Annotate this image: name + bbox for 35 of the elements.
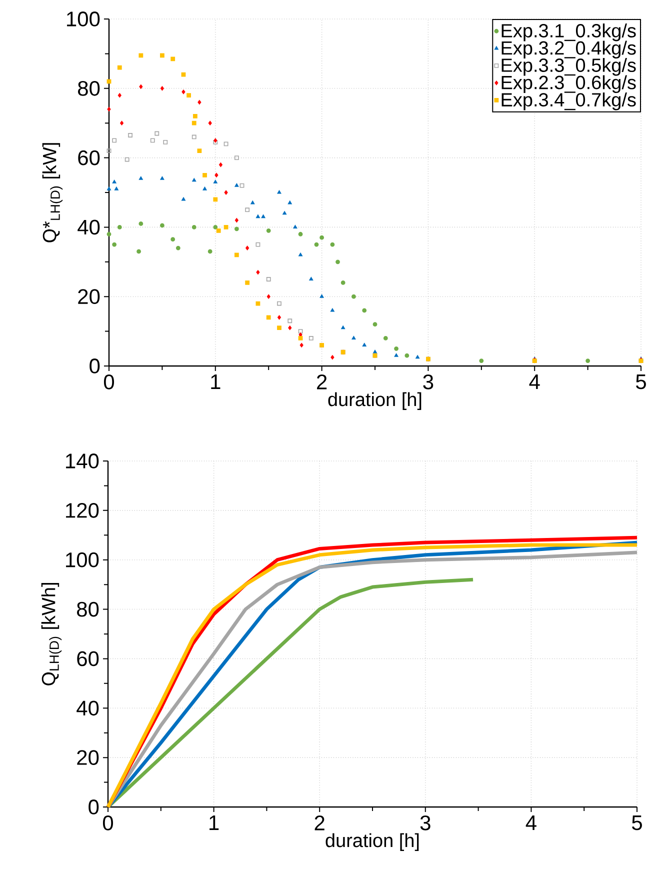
x-tick-label: 2	[317, 374, 327, 390]
y-tick-label: 100	[66, 552, 99, 568]
x-tick-label: 2	[314, 816, 324, 830]
y-tick-label: 100	[67, 12, 100, 26]
y-tick-label: 0	[88, 800, 99, 814]
y-axis-title: Q$_{LH(D)}$ [kWh]	[41, 583, 62, 686]
legend-label: Exp.2.3_0.6kg/s	[502, 75, 636, 93]
y-tick-label: 140	[66, 454, 99, 468]
x-tick-label: 4	[529, 374, 540, 389]
legend-label: Exp.3.2_0.4kg/s	[502, 40, 636, 58]
x-tick-label: 4	[526, 816, 536, 830]
x-tick-label: 1	[211, 374, 220, 389]
x-tick-label: 0	[102, 816, 114, 830]
legend-label: Exp.3.1_0.3kg/s	[502, 23, 636, 42]
x-tick-label: 0	[104, 374, 114, 390]
x-tick-label: 5	[636, 374, 646, 390]
y-tick-label: 0	[90, 358, 100, 374]
y-tick-label: 120	[66, 502, 99, 518]
x-axis-title: duration [h]	[326, 833, 419, 851]
x-tick-label: 3	[420, 816, 430, 830]
y-tick-label: 20	[77, 750, 99, 765]
y-tick-label: 40	[76, 700, 99, 716]
x-tick-label: 1	[210, 816, 219, 830]
y-tick-label: 60	[78, 150, 100, 166]
x-tick-label: 5	[632, 816, 642, 830]
x-axis-title: duration [h]	[328, 392, 422, 410]
y-tick-label: 80	[77, 602, 99, 617]
legend-label: Exp.3.3_0.5kg/s	[502, 58, 636, 76]
y-tick-label: 20	[78, 289, 100, 304]
x-tick-label: 3	[423, 374, 434, 390]
y-axis-title: Q*$_{LH(D)}$ [kW]	[42, 143, 63, 242]
y-tick-label: 60	[77, 651, 99, 666]
y-tick-label: 80	[78, 80, 100, 96]
y-tick-label: 40	[78, 220, 100, 235]
legend-label: Exp.3.4_0.7kg/s	[502, 92, 636, 110]
